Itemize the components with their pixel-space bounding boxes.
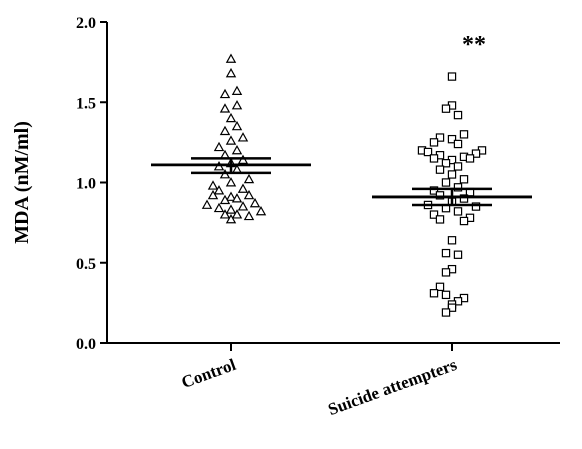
significance-annotation: ** (462, 32, 486, 58)
triangle-point (243, 189, 255, 200)
square-point (435, 215, 445, 224)
square-point (429, 154, 439, 163)
triangle-point (219, 88, 231, 99)
square-point (435, 133, 445, 142)
triangle-point (207, 189, 219, 200)
square-point (453, 110, 463, 120)
x-ticks: Control Suicide attempters (179, 343, 460, 419)
square-point (435, 282, 445, 292)
y-axis-title: MDA (nM/ml) (11, 121, 33, 244)
square-point (447, 236, 457, 245)
triangle-point (231, 85, 243, 95)
triangle-point (231, 100, 243, 110)
triangle-point (213, 185, 225, 195)
triangle-point (219, 103, 231, 113)
square-point (423, 147, 433, 157)
square-point (429, 210, 439, 219)
triangle-point (207, 180, 219, 190)
square-point (441, 268, 451, 277)
triangle-point (213, 202, 225, 213)
square-point (441, 248, 451, 258)
y-tick-label: 1.5 (76, 95, 96, 112)
square-point (441, 104, 451, 113)
square-point (453, 207, 463, 216)
triangle-point (243, 210, 255, 221)
triangle-point (237, 132, 249, 142)
y-tick-label: 2.0 (76, 15, 96, 32)
triangle-point (231, 144, 243, 155)
square-point (471, 202, 481, 211)
triangle-point (225, 191, 237, 201)
y-tick-label: 0.5 (76, 256, 96, 273)
triangle-point (231, 193, 243, 203)
square-point (453, 183, 463, 192)
axes (106, 22, 560, 344)
square-point (471, 149, 481, 158)
triangle-point (225, 177, 237, 187)
square-point (453, 250, 463, 259)
square-point (429, 186, 439, 195)
triangle-point (225, 112, 237, 123)
square-point (447, 170, 457, 179)
triangle-point (225, 204, 237, 214)
square-point (447, 134, 457, 144)
triangle-point (255, 205, 267, 216)
square-point (429, 138, 439, 147)
y-tick-label: 0.0 (76, 336, 96, 353)
triangle-point (225, 135, 237, 145)
x-category-label: Suicide attempters (326, 355, 460, 419)
square-point (465, 154, 475, 163)
triangle-point (225, 67, 237, 78)
mean-sem-bars (151, 157, 532, 207)
triangle-point (219, 125, 231, 136)
triangle-point (225, 213, 237, 224)
square-point (459, 216, 469, 226)
square-point (453, 162, 463, 171)
triangle-point (231, 209, 243, 219)
square-point (447, 303, 457, 312)
square-point (429, 289, 439, 298)
y-ticks: 0.0 0.5 1.0 1.5 2.0 (76, 15, 107, 353)
triangle-point (237, 183, 249, 193)
triangle-point (243, 173, 255, 184)
x-category-label: Control (179, 355, 239, 392)
triangle-point (237, 201, 249, 211)
square-point (459, 175, 469, 184)
square-point (441, 308, 451, 317)
square-point (441, 290, 451, 300)
triangle-point (219, 194, 231, 205)
triangle-point (231, 120, 243, 131)
square-point (459, 130, 469, 139)
square-point (441, 178, 451, 187)
triangle-point (201, 199, 213, 209)
y-tick-label: 1.0 (76, 176, 96, 193)
triangle-point (249, 197, 261, 208)
triangle-point (219, 209, 231, 219)
data-points (201, 53, 487, 317)
triangle-point (213, 141, 225, 152)
square-point (453, 139, 463, 149)
triangle-point (225, 53, 237, 63)
square-point (447, 72, 457, 81)
square-point (435, 165, 445, 174)
square-point (459, 194, 469, 203)
square-point (435, 191, 445, 200)
square-point (441, 159, 451, 168)
